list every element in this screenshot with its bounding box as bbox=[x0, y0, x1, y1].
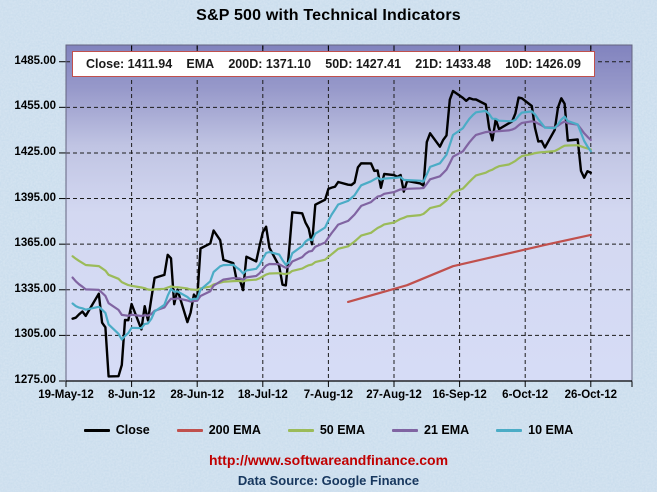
y-axis-label: 1455.00 bbox=[14, 100, 56, 113]
legend-swatch bbox=[496, 428, 523, 432]
legend-item-close: Close bbox=[83, 423, 150, 437]
y-axis-label: 1485.00 bbox=[14, 54, 56, 67]
infobox-ema-10d: 10D: 1426.09 bbox=[505, 57, 581, 71]
y-axis-label: 1305.00 bbox=[14, 328, 56, 341]
infobox-ema-200d: 200D: 1371.10 bbox=[228, 57, 312, 71]
axis-ticks bbox=[59, 45, 633, 387]
legend-label: Close bbox=[115, 423, 150, 437]
x-axis-label: 26-Oct-12 bbox=[564, 389, 617, 401]
legend-item-21-ema: 21 EMA bbox=[392, 423, 469, 437]
legend-swatch bbox=[83, 428, 110, 432]
legend-label: 200 EMA bbox=[208, 423, 261, 437]
website-url: http://www.softwareandfinance.com bbox=[208, 452, 449, 468]
plot-background bbox=[66, 45, 632, 381]
y-axis-label: 1425.00 bbox=[14, 145, 56, 158]
legend-label: 10 EMA bbox=[528, 423, 574, 437]
legend-swatch bbox=[176, 428, 203, 432]
x-axis-label: 19-May-12 bbox=[38, 389, 94, 401]
y-axis-label: 1335.00 bbox=[14, 282, 56, 295]
y-axis-label: 1365.00 bbox=[14, 237, 56, 250]
series-close bbox=[71, 89, 592, 378]
data-source: Data Source: Google Finance bbox=[237, 473, 420, 488]
x-axis-label: 16-Sep-12 bbox=[432, 389, 487, 401]
chart-legend: Close 200 EMA 50 EMA 21 EMA 10 EMA bbox=[0, 423, 657, 437]
x-axis-label: 28-Jun-12 bbox=[170, 389, 225, 401]
legend-swatch bbox=[392, 428, 418, 432]
infobox-close-value: Close: 1411.94 bbox=[86, 57, 173, 71]
legend-item-50-ema: 50 EMA bbox=[287, 423, 365, 437]
chart-title: S&P 500 with Technical Indicators bbox=[196, 7, 461, 24]
legend-label: 50 EMA bbox=[319, 423, 365, 437]
series-200-ema bbox=[347, 233, 592, 303]
series-group bbox=[71, 89, 592, 378]
x-axis-label: 6-Oct-12 bbox=[502, 389, 549, 401]
infobox-ema-50d: 50D: 1427.41 bbox=[325, 57, 402, 71]
x-axis-label: 18-Jul-12 bbox=[237, 389, 288, 401]
x-axis-label: 8-Jun-12 bbox=[107, 389, 156, 401]
infobox-ema-label: EMA bbox=[186, 57, 215, 71]
y-axis-label: 1395.00 bbox=[14, 191, 56, 204]
legend-swatch bbox=[287, 428, 314, 432]
infobox-ema-21d: 21D: 1433.48 bbox=[415, 57, 491, 71]
y-axis-label: 1275.00 bbox=[14, 374, 56, 386]
series-10-ema bbox=[71, 109, 592, 341]
legend-item-200-ema: 200 EMA bbox=[176, 423, 261, 437]
indicator-infobox: Close: 1411.94 EMA 200D: 1371.10 50D: 14… bbox=[72, 51, 595, 77]
x-axis-label: 27-Aug-12 bbox=[366, 389, 422, 401]
series-50-ema bbox=[71, 144, 592, 292]
legend-label: 21 EMA bbox=[424, 423, 470, 437]
x-axis-label: 7-Aug-12 bbox=[303, 389, 353, 401]
legend-item-10-ema: 10 EMA bbox=[496, 423, 573, 437]
